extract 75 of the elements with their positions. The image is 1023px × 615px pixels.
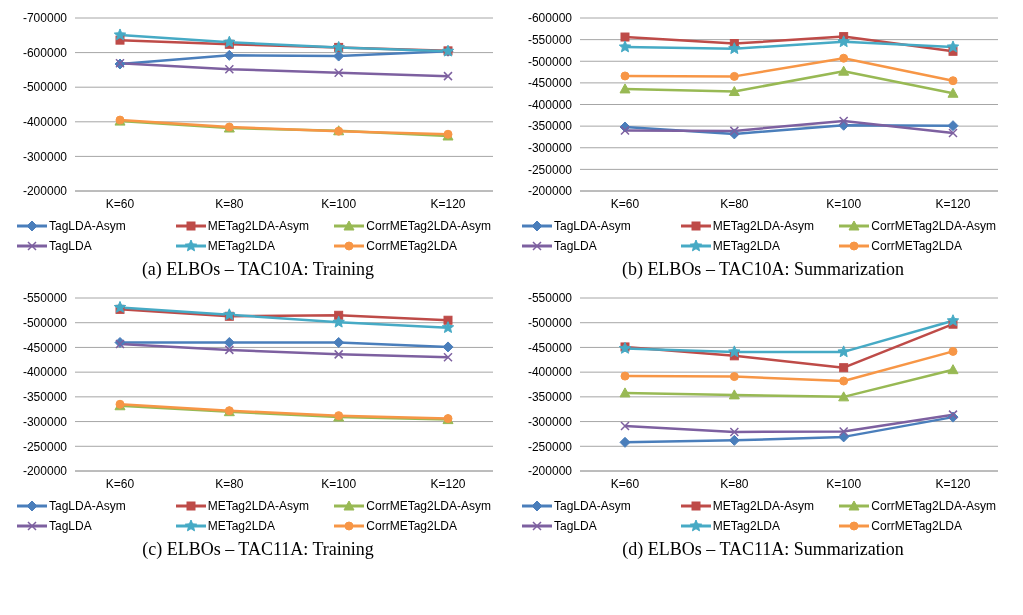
y-tick-label: -600000 <box>22 45 68 60</box>
x-tick-label: K=120 <box>430 476 466 491</box>
y-tick-label: -550000 <box>527 291 573 306</box>
y-tick-label: -700000 <box>22 11 68 26</box>
y-tick-label: -200000 <box>22 464 68 479</box>
y-tick-label: -550000 <box>527 32 573 47</box>
y-tick-label: -250000 <box>527 439 573 454</box>
y-tick-label: -350000 <box>22 390 68 405</box>
x-tick-label: K=80 <box>720 476 749 491</box>
legend-label: METag2LDA <box>712 239 781 253</box>
y-tick-label: -550000 <box>22 291 68 306</box>
y-tick-label: -600000 <box>527 11 573 26</box>
y-tick-label: -200000 <box>22 184 68 199</box>
y-tick-label: -300000 <box>22 149 68 164</box>
legend-label: CorrMETag2LDA-Asym <box>366 219 492 233</box>
y-tick-label: -300000 <box>22 414 68 429</box>
y-tick-label: -450000 <box>22 340 68 355</box>
legend-label: TagLDA-Asym <box>554 499 631 513</box>
x-tick-label: K=80 <box>215 196 244 211</box>
y-tick-label: -400000 <box>22 365 68 380</box>
x-tick-label: K=100 <box>321 476 357 491</box>
x-tick-label: K=60 <box>105 476 135 491</box>
legend-label: CorrMETag2LDA-Asym <box>366 499 492 513</box>
legend-label: METag2LDA <box>207 519 276 533</box>
x-tick-label: K=120 <box>935 196 971 211</box>
y-tick-label: -300000 <box>527 141 573 156</box>
legend-label: TagLDA-Asym <box>554 219 631 233</box>
x-tick-label: K=80 <box>215 476 244 491</box>
y-tick-label: -350000 <box>527 119 573 134</box>
x-tick-label: K=100 <box>826 196 862 211</box>
y-tick-label: -200000 <box>527 464 573 479</box>
legend-label: CorrMETag2LDA-Asym <box>871 499 997 513</box>
legend-label: CorrMETag2LDA-Asym <box>871 219 997 233</box>
x-tick-label: K=60 <box>610 196 640 211</box>
y-tick-label: -350000 <box>527 390 573 405</box>
y-tick-label: -400000 <box>22 115 68 130</box>
legend-label: TagLDA <box>554 239 597 253</box>
legend-label: METag2LDA-Asym <box>207 219 310 233</box>
legend-label: TagLDA <box>49 239 92 253</box>
y-tick-label: -300000 <box>527 414 573 429</box>
y-tick-label: -500000 <box>22 315 68 330</box>
legend-label: CorrMETag2LDA <box>871 239 963 253</box>
legend-label: METag2LDA-Asym <box>207 499 310 513</box>
y-tick-label: -400000 <box>527 365 573 380</box>
x-tick-label: K=120 <box>430 196 466 211</box>
legend-label: TagLDA <box>554 519 597 533</box>
text: (b) ELBOs – TAC10A: Summarization <box>621 259 905 280</box>
y-tick-label: -450000 <box>527 76 573 91</box>
x-tick-label: K=100 <box>826 476 862 491</box>
y-tick-label: -200000 <box>527 184 573 199</box>
legend-label: TagLDA-Asym <box>49 219 126 233</box>
x-tick-label: K=60 <box>610 476 640 491</box>
y-tick-label: -500000 <box>22 80 68 95</box>
legend-label: CorrMETag2LDA <box>366 519 458 533</box>
text: (d) ELBOs – TAC11A: Summarization <box>622 539 904 560</box>
legend-label: METag2LDA-Asym <box>712 219 815 233</box>
y-tick-label: -400000 <box>527 97 573 112</box>
y-tick-label: -250000 <box>527 162 573 177</box>
x-tick-label: K=100 <box>321 196 357 211</box>
legend-label: TagLDA-Asym <box>49 499 126 513</box>
text: (c) ELBOs – TAC11A: Training <box>142 539 374 560</box>
legend-label: CorrMETag2LDA <box>366 239 458 253</box>
legend-label: METag2LDA-Asym <box>712 499 815 513</box>
x-tick-label: K=80 <box>720 196 749 211</box>
y-tick-label: -450000 <box>527 340 573 355</box>
text: (a) ELBOs – TAC10A: Training <box>141 259 375 280</box>
x-tick-label: K=60 <box>105 196 135 211</box>
y-tick-label: -250000 <box>22 439 68 454</box>
legend-label: TagLDA <box>49 519 92 533</box>
y-tick-label: -500000 <box>527 315 573 330</box>
x-tick-label: K=120 <box>935 476 971 491</box>
legend-label: METag2LDA <box>712 519 781 533</box>
legend-label: CorrMETag2LDA <box>871 519 963 533</box>
y-tick-label: -500000 <box>527 54 573 69</box>
legend-label: METag2LDA <box>207 239 276 253</box>
